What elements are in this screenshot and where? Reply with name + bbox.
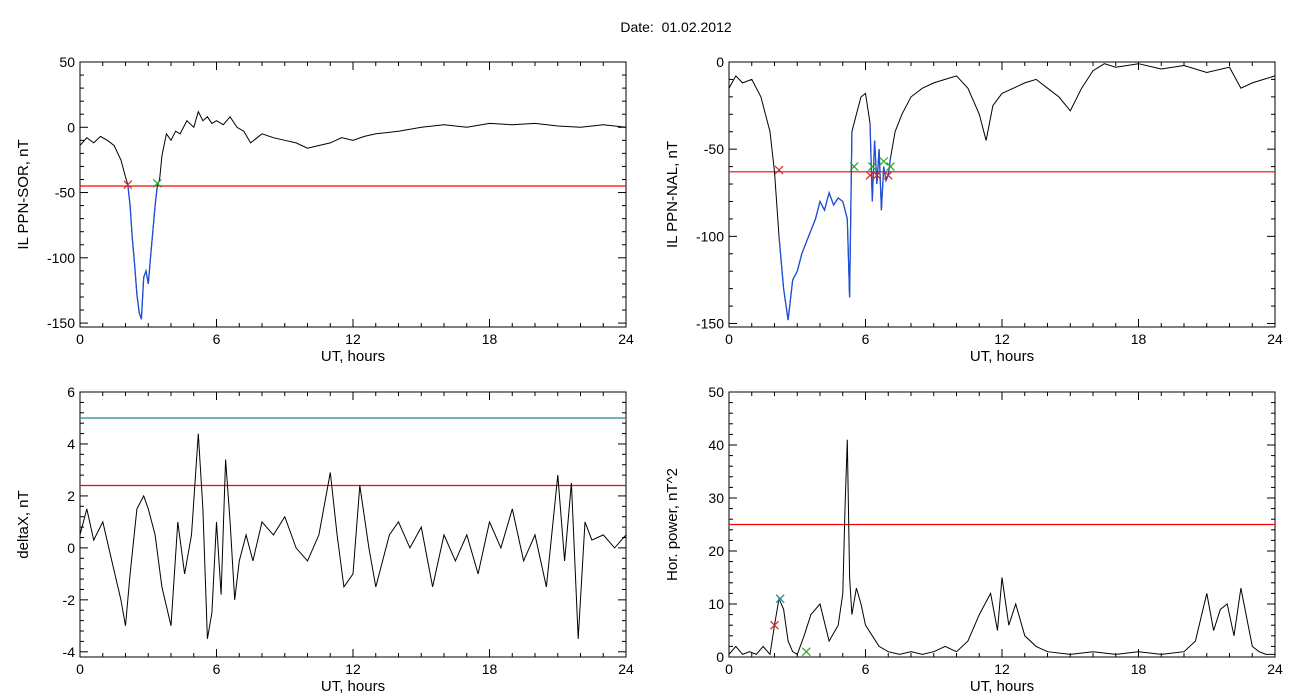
x-axis-label: UT, hours (970, 348, 1034, 365)
x-axis-label: UT, hours (321, 678, 385, 695)
data-line (729, 63, 1275, 321)
y-tick-label: 30 (708, 490, 724, 506)
plot-frame (79, 391, 627, 658)
event-segment-line (127, 184, 158, 320)
figure-title: Date: 01.02.2012 (620, 19, 732, 35)
y-axis-label: deltaX, nT (15, 490, 32, 558)
event-segment-line (869, 122, 892, 211)
y-tick-label: 40 (708, 437, 724, 453)
start-marker (872, 170, 882, 180)
x-tick-label: 12 (345, 661, 361, 677)
x-tick-label: 6 (862, 331, 870, 347)
x-tick-label: 0 (725, 661, 733, 677)
y-tick-label: 20 (708, 543, 724, 559)
marker-stroke (774, 165, 784, 175)
x-axis-label: UT, hours (970, 678, 1034, 695)
end-marker (152, 178, 162, 188)
event-segment-line (778, 131, 853, 321)
y-tick-label: -150 (47, 315, 75, 331)
marker-stroke (886, 162, 895, 172)
y-tick-label: 50 (59, 54, 75, 70)
x-tick-label: 12 (345, 331, 361, 347)
x-tick-label: 6 (862, 661, 870, 677)
data-line (80, 433, 626, 639)
marker-stroke (775, 594, 785, 604)
y-tick-label: 0 (716, 54, 724, 70)
marker-stroke (770, 620, 779, 630)
plot-frame (79, 61, 627, 328)
chart-panel-1: 0 6 12 18 24 -150 -100 -50 0 50 UT, hours IL PPN-SO… (15, 54, 634, 365)
chart-panel-4: 0 6 12 18 24 0 10 20 30 40 50 UT, hours Hor. power, … (664, 384, 1283, 695)
data-line (80, 110, 626, 320)
y-tick-label: 0 (67, 119, 75, 135)
x-tick-label: 24 (618, 661, 634, 677)
y-tick-label: 6 (67, 384, 75, 400)
y-axis-label: IL PPN-SOR, nT (15, 139, 32, 249)
start-marker (865, 170, 875, 180)
chart-panel-2: 0 6 12 18 24 -150 -100 -50 0 UT, hours IL PPN-NAL,… (664, 54, 1283, 365)
x-tick-label: 24 (1267, 331, 1283, 347)
y-axis-label: Hor. power, nT^2 (664, 468, 681, 581)
y-tick-label: 10 (708, 596, 724, 612)
y-tick-label: -100 (696, 228, 724, 244)
marker-stroke (879, 156, 889, 166)
y-tick-label: -50 (55, 185, 75, 201)
level-marker (775, 594, 785, 604)
plot-frame (728, 61, 1276, 328)
x-tick-label: 12 (994, 661, 1010, 677)
start-marker (770, 620, 779, 630)
y-tick-label: -2 (63, 592, 76, 608)
y-tick-label: 2 (67, 488, 75, 504)
x-tick-label: 18 (1131, 331, 1147, 347)
start-marker (123, 180, 133, 190)
marker-stroke (872, 170, 882, 180)
y-tick-label: 0 (716, 649, 724, 665)
marker-stroke (152, 178, 162, 188)
x-tick-label: 18 (1131, 661, 1147, 677)
y-tick-label: -4 (63, 644, 76, 660)
y-tick-label: 50 (708, 384, 724, 400)
y-tick-label: -50 (704, 141, 724, 157)
marker-stroke (849, 162, 859, 172)
start-marker (883, 170, 893, 180)
y-tick-label: -150 (696, 316, 724, 332)
end-marker (886, 162, 895, 172)
y-tick-label: 0 (67, 540, 75, 556)
x-tick-label: 0 (76, 661, 84, 677)
end-marker (801, 647, 811, 657)
x-tick-label: 0 (76, 331, 84, 347)
marker-stroke (865, 170, 875, 180)
marker-stroke (801, 647, 811, 657)
end-marker (879, 156, 889, 166)
end-marker (849, 162, 859, 172)
x-tick-label: 12 (994, 331, 1010, 347)
marker-stroke (867, 162, 877, 172)
end-marker (867, 162, 877, 172)
data-line (729, 439, 1275, 656)
y-tick-label: 4 (67, 436, 75, 452)
start-marker (774, 165, 784, 175)
marker-stroke (123, 180, 133, 190)
x-tick-label: 0 (725, 331, 733, 347)
x-axis-label: UT, hours (321, 348, 385, 365)
y-tick-label: -100 (47, 250, 75, 266)
x-tick-label: 18 (482, 331, 498, 347)
x-tick-label: 24 (1267, 661, 1283, 677)
marker-stroke (883, 170, 893, 180)
x-tick-label: 18 (482, 661, 498, 677)
y-axis-label: IL PPN-NAL, nT (664, 141, 681, 248)
x-tick-label: 6 (213, 661, 221, 677)
x-tick-label: 6 (213, 331, 221, 347)
x-tick-label: 24 (618, 331, 634, 347)
